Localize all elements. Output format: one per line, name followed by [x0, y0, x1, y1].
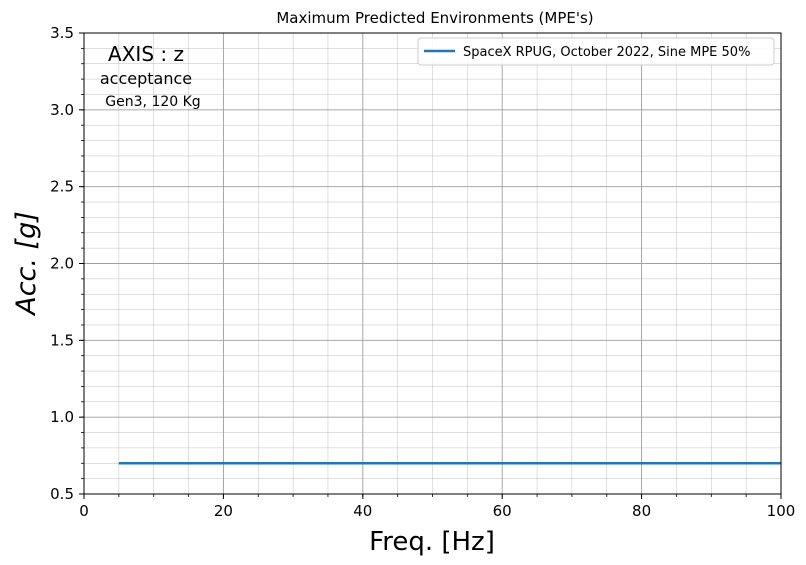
x-tick-label: 20: [214, 502, 233, 520]
acceptance-annotation: acceptance: [100, 69, 192, 88]
y-tick-label: 0.5: [50, 485, 74, 503]
axis-annotation: AXIS : z: [108, 42, 184, 66]
x-tick-label: 40: [353, 502, 372, 520]
ticks: 0 20 40 60 80 100 0.5 1.0 1.5 2.0 2.5 3.0 3.5: [50, 24, 795, 520]
x-tick-label: 100: [767, 502, 796, 520]
legend: SpaceX RPUG, October 2022, Sine MPE 50%: [417, 37, 775, 66]
y-tick-label: 3.5: [50, 24, 74, 42]
y-tick-label: 2.0: [50, 255, 74, 273]
legend-box: [417, 37, 775, 66]
y-tick-label: 1.5: [50, 331, 74, 349]
x-tick-label: 60: [493, 502, 512, 520]
config-annotation: Gen3, 120 Kg: [105, 94, 200, 110]
chart-title: Maximum Predicted Environments (MPE's): [276, 9, 593, 27]
y-tick-label: 3.0: [50, 101, 74, 119]
x-axis-label: Freq. [Hz]: [369, 527, 495, 557]
x-tick-label: 80: [632, 502, 651, 520]
y-tick-label: 1.0: [50, 408, 74, 426]
y-tick-label: 2.5: [50, 178, 74, 196]
x-tick-label: 0: [79, 502, 89, 520]
y-axis-label: Acc. [g]: [11, 211, 42, 317]
legend-entry: SpaceX RPUG, October 2022, Sine MPE 50%: [463, 45, 750, 60]
